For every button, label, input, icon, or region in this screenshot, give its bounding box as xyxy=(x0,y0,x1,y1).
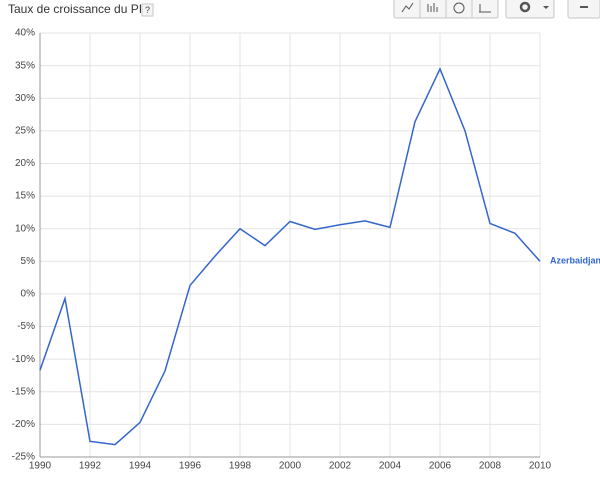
y-tick-label: -5% xyxy=(17,321,35,332)
y-tick-label: 15% xyxy=(15,191,35,202)
y-tick-label: 25% xyxy=(15,125,35,136)
x-tick-label: 1990 xyxy=(29,461,52,472)
chart-title: Taux de croissance du PIB xyxy=(8,2,150,16)
y-tick-label: 0% xyxy=(21,289,36,300)
scatter-view-icon[interactable] xyxy=(479,4,491,13)
toolbar xyxy=(393,0,600,19)
x-tick-label: 1998 xyxy=(229,461,252,472)
dropdown-arrow xyxy=(543,6,549,9)
x-tick-label: 2004 xyxy=(379,461,402,472)
y-tick-label: 30% xyxy=(15,93,35,104)
y-tick-label: 20% xyxy=(15,158,35,169)
help-button[interactable] xyxy=(141,3,154,17)
y-tick-label: 10% xyxy=(15,223,35,234)
x-tick-label: 2006 xyxy=(429,461,452,472)
map-view-icon[interactable] xyxy=(453,2,465,14)
x-tick-label: 2002 xyxy=(329,461,352,472)
bar-view-icon[interactable] xyxy=(427,3,438,12)
y-tick-label: 35% xyxy=(15,60,35,71)
x-tick-label: 2008 xyxy=(479,461,502,472)
settings-button[interactable] xyxy=(505,0,555,19)
y-tick-label: 40% xyxy=(15,28,35,39)
y-tick-label: -20% xyxy=(12,419,35,430)
y-tick-label: -15% xyxy=(12,386,35,397)
series-label: Azerbaidjan xyxy=(550,256,600,266)
x-tick-label: 1992 xyxy=(79,461,102,472)
x-tick-label: 2010 xyxy=(529,461,552,472)
x-tick-label: 1996 xyxy=(179,461,202,472)
x-tick-label: 1994 xyxy=(129,461,152,472)
help-label: ? xyxy=(145,5,150,15)
gear-icon xyxy=(519,1,531,13)
link-button[interactable] xyxy=(567,0,600,19)
y-tick-label: -10% xyxy=(12,354,35,365)
y-tick-label: -25% xyxy=(12,452,35,463)
data-line xyxy=(39,67,541,446)
line-view-icon[interactable] xyxy=(401,2,414,13)
y-tick-label: 5% xyxy=(21,256,36,267)
x-tick-label: 2000 xyxy=(279,461,302,472)
